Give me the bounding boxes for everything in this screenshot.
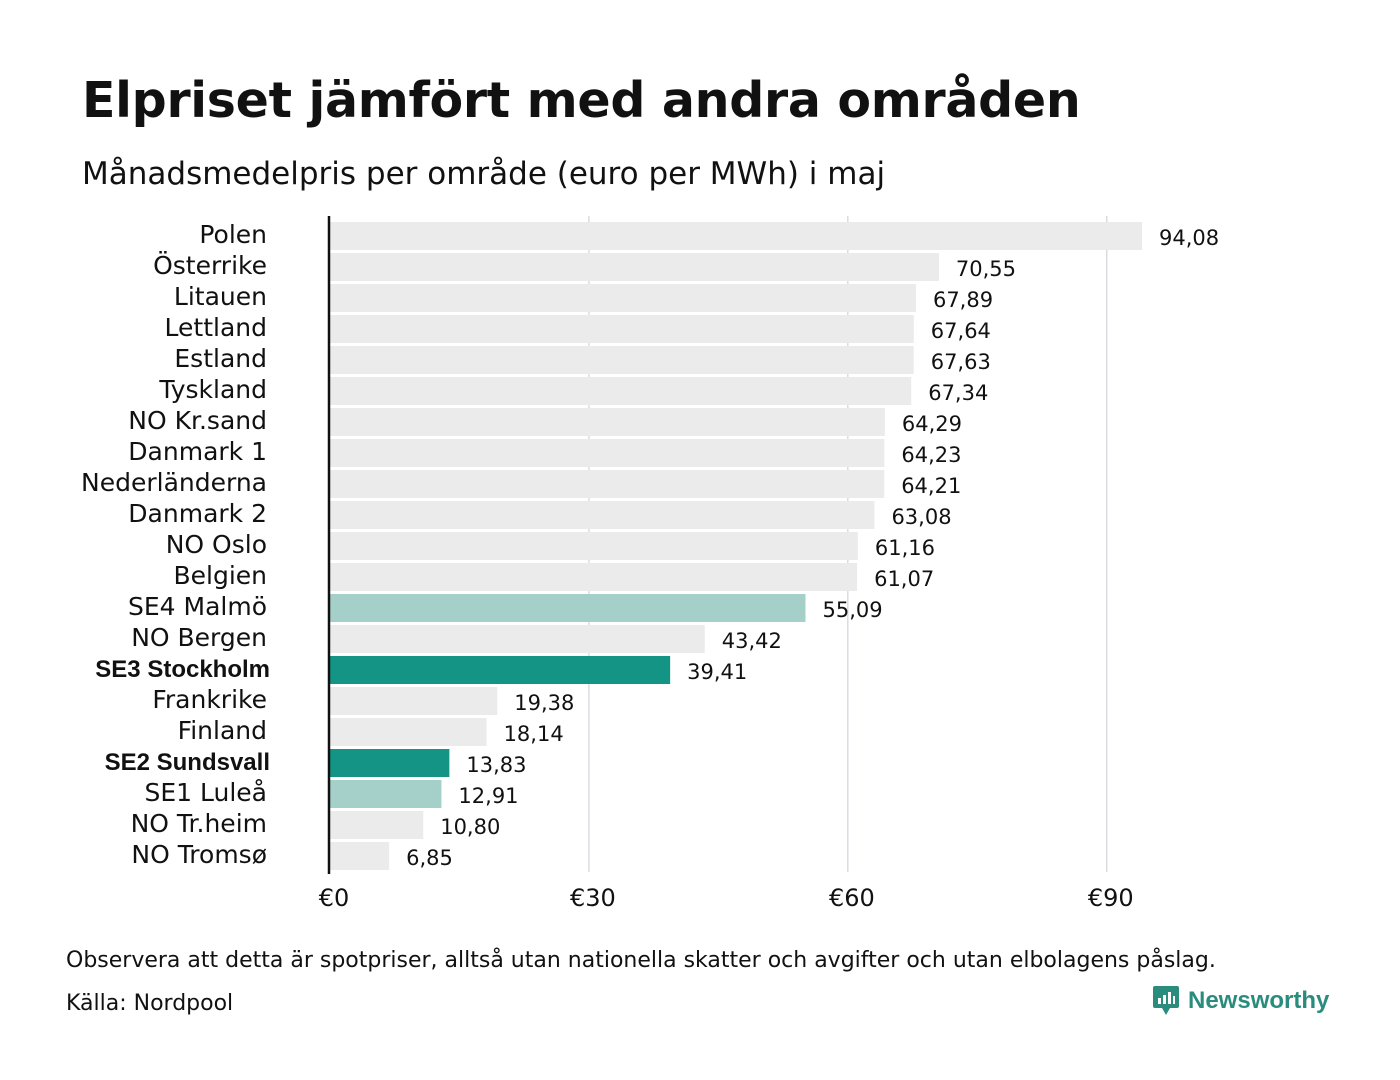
category-label: NO Bergen (131, 623, 267, 652)
value-label: 10,80 (440, 815, 500, 839)
category-label: Finland (178, 716, 267, 745)
value-label: 64,23 (901, 443, 961, 467)
brand-name: Newsworthy (1188, 987, 1330, 1014)
value-label: 94,08 (1159, 226, 1219, 250)
category-label: NO Oslo (166, 530, 267, 559)
bar (330, 284, 916, 312)
category-label: SE4 Malmö (128, 592, 267, 621)
bar (330, 346, 914, 374)
value-label: 67,64 (931, 319, 991, 343)
value-label: 13,83 (466, 753, 526, 777)
category-label: NO Tr.heim (131, 809, 267, 838)
bar (330, 563, 858, 591)
category-labels: PolenÖsterrikeLitauenLettlandEstlandTysk… (81, 220, 270, 869)
bar (330, 532, 858, 560)
brand-logo: Newsworthy (1152, 984, 1329, 1018)
value-label: 64,21 (901, 474, 961, 498)
footnote: Observera att detta är spotpriser, allts… (66, 948, 1216, 973)
value-labels: 94,08 70,55 67,89 67,64 67,63 67,34 64,29 64,23… (406, 226, 1219, 870)
bar (330, 811, 424, 839)
value-label: 18,14 (504, 722, 564, 746)
category-label: Tyskland (158, 375, 267, 404)
bar (330, 656, 671, 684)
category-label: Estland (174, 344, 267, 373)
value-label: 67,89 (933, 288, 993, 312)
chart-subtitle: Månadsmedelpris per område (euro per MWh… (82, 156, 886, 192)
chart-title: Elpriset jämfört med andra områden (82, 72, 1081, 129)
category-label: Lettland (165, 313, 267, 342)
bar (330, 749, 450, 777)
value-label: 55,09 (822, 598, 882, 622)
category-label: NO Kr.sand (128, 406, 267, 435)
category-label: Danmark 1 (128, 437, 267, 466)
value-label: 67,63 (931, 350, 991, 374)
newsworthy-logo-icon (1153, 986, 1179, 1015)
value-label: 61,16 (875, 536, 935, 560)
value-label: 70,55 (956, 257, 1016, 281)
category-label: Frankrike (152, 685, 267, 714)
x-axis-ticks: €0 €30 €60 €90 (319, 884, 1134, 912)
x-tick-label: €30 (570, 884, 616, 912)
category-label: Danmark 2 (128, 499, 267, 528)
bar (330, 718, 487, 746)
category-label: Nederländerna (81, 468, 267, 497)
category-label: SE2 Sundsvall (105, 749, 270, 776)
x-tick-label: €90 (1088, 884, 1134, 912)
value-label: 39,41 (687, 660, 747, 684)
bar (330, 408, 885, 436)
x-tick-label: €60 (829, 884, 875, 912)
bar (330, 780, 442, 808)
bar (330, 842, 390, 870)
bar (330, 315, 914, 343)
category-label: Polen (199, 220, 267, 249)
bar (330, 439, 885, 467)
bar (330, 501, 875, 529)
bar (330, 625, 705, 653)
source-note: Källa: Nordpool (66, 991, 234, 1016)
category-label: NO Tromsø (131, 840, 267, 869)
value-label: 64,29 (902, 412, 962, 436)
value-label: 67,34 (928, 381, 988, 405)
value-label: 63,08 (891, 505, 951, 529)
bar (330, 253, 939, 281)
bar (330, 470, 885, 498)
bar-chart: PolenÖsterrikeLitauenLettlandEstlandTysk… (81, 216, 1219, 912)
category-label: Litauen (174, 282, 267, 311)
bar (330, 594, 806, 622)
value-label: 61,07 (874, 567, 934, 591)
value-label: 12,91 (458, 784, 518, 808)
category-label: SE1 Luleå (145, 778, 268, 807)
bar (330, 222, 1142, 250)
bars (330, 222, 1142, 870)
bar (330, 687, 498, 715)
value-label: 6,85 (406, 846, 453, 870)
category-label: Österrike (153, 251, 267, 280)
x-tick-label: €0 (319, 884, 350, 912)
category-label: SE3 Stockholm (95, 656, 270, 683)
bar (330, 377, 912, 405)
category-label: Belgien (173, 561, 267, 590)
value-label: 19,38 (514, 691, 574, 715)
value-label: 43,42 (722, 629, 782, 653)
